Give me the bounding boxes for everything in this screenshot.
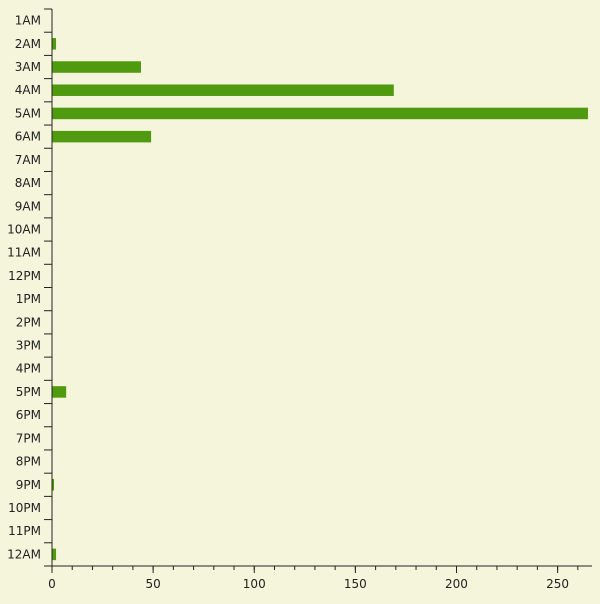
bars-group: [52, 38, 588, 561]
bar-3am: [52, 61, 141, 73]
category-label-5am: 5AM: [15, 106, 41, 120]
bar-5am: [52, 107, 588, 120]
category-label-9pm: 9PM: [16, 478, 41, 492]
bar-2am: [52, 38, 57, 50]
category-label-6am: 6AM: [15, 130, 41, 144]
category-label-3pm: 3PM: [16, 339, 41, 353]
category-label-10am: 10AM: [7, 222, 41, 236]
x-tick-label-200: 200: [445, 577, 468, 591]
category-label-5pm: 5PM: [16, 385, 41, 399]
category-label-6pm: 6PM: [16, 408, 41, 422]
x-tick-label-50: 50: [145, 577, 160, 591]
y-axis: 1AM 2AM 3AM 4AM 5AM 6AM 7AM 8AM 9AM 10AM 11AM 12PM 1…: [7, 8, 53, 567]
category-label-3am: 3AM: [15, 60, 41, 74]
category-label-2am: 2AM: [15, 37, 41, 51]
bar-9pm: [52, 479, 55, 491]
category-label-8am: 8AM: [15, 176, 41, 190]
bar-4am: [52, 84, 394, 96]
x-tick-label-250: 250: [546, 577, 569, 591]
category-label-8pm: 8PM: [16, 455, 41, 469]
category-label-11am: 11AM: [7, 246, 41, 260]
category-label-12am: 12AM: [7, 547, 41, 561]
bar-12am: [52, 548, 57, 561]
category-label-1am: 1AM: [15, 14, 41, 28]
category-label-7am: 7AM: [15, 153, 41, 167]
category-label-7pm: 7PM: [16, 431, 41, 445]
category-label-9am: 9AM: [15, 199, 41, 213]
category-label-11pm: 11PM: [8, 524, 41, 538]
x-tick-label-150: 150: [344, 577, 367, 591]
category-label-2pm: 2PM: [16, 315, 41, 329]
category-label-4pm: 4PM: [16, 362, 41, 376]
category-label-12pm: 12PM: [8, 269, 41, 283]
category-label-10pm: 10PM: [8, 501, 41, 515]
x-axis: 0 50 100 150 200 250: [48, 565, 592, 591]
x-tick-label-100: 100: [243, 577, 266, 591]
category-label-1pm: 1PM: [16, 292, 41, 306]
x-tick-label-0: 0: [48, 577, 56, 591]
category-label-4am: 4AM: [15, 83, 41, 97]
bar-5pm: [52, 386, 67, 398]
bar-6am: [52, 130, 152, 143]
